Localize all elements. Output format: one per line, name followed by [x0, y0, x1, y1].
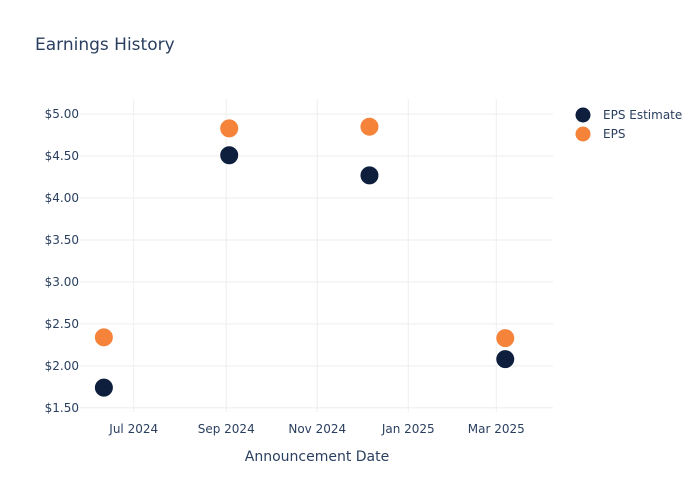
- legend-label: EPS: [603, 127, 625, 141]
- data-points: [93, 116, 516, 398]
- chart-title: Earnings History: [35, 35, 175, 55]
- y-tick-label: $3.00: [45, 275, 79, 289]
- eps-estimate-point[interactable]: [495, 349, 516, 370]
- y-tick-label: $2.50: [45, 317, 79, 331]
- eps-estimate-point[interactable]: [93, 377, 114, 398]
- legend-item-eps[interactable]: EPS: [574, 125, 625, 143]
- legend-marker: [574, 106, 592, 124]
- legend-marker: [574, 125, 592, 143]
- eps-point[interactable]: [495, 328, 516, 349]
- y-tick-label: $5.00: [45, 107, 79, 121]
- x-axis-title: Announcement Date: [245, 449, 389, 465]
- y-tick-label: $3.50: [45, 233, 79, 247]
- eps-point[interactable]: [93, 327, 114, 348]
- x-tick-label: Sep 2024: [198, 422, 255, 436]
- x-tick-label: Nov 2024: [288, 422, 346, 436]
- x-tick-label: Mar 2025: [468, 422, 525, 436]
- y-axis-ticks: $1.50 $2.00 $2.50 $3.00 $3.50 $4.00 $4.50 $5.00: [45, 107, 79, 415]
- x-tick-label: Jul 2024: [108, 422, 158, 436]
- x-axis-ticks: Jul 2024 Sep 2024 Nov 2024 Jan 2025 Mar 2025: [108, 422, 525, 436]
- legend-label: EPS Estimate: [603, 108, 682, 122]
- eps-point[interactable]: [219, 118, 240, 139]
- eps-point[interactable]: [359, 116, 380, 137]
- eps-estimate-point[interactable]: [359, 165, 380, 186]
- legend-item-eps-estimate[interactable]: EPS Estimate: [574, 106, 682, 124]
- gridlines: [80, 99, 553, 412]
- y-tick-label: $4.50: [45, 149, 79, 163]
- y-tick-label: $2.00: [45, 359, 79, 373]
- y-tick-label: $1.50: [45, 401, 79, 415]
- legend[interactable]: EPS Estimate EPS: [574, 106, 682, 143]
- x-tick-label: Jan 2025: [381, 422, 435, 436]
- y-tick-label: $4.00: [45, 191, 79, 205]
- eps-estimate-point[interactable]: [219, 145, 240, 166]
